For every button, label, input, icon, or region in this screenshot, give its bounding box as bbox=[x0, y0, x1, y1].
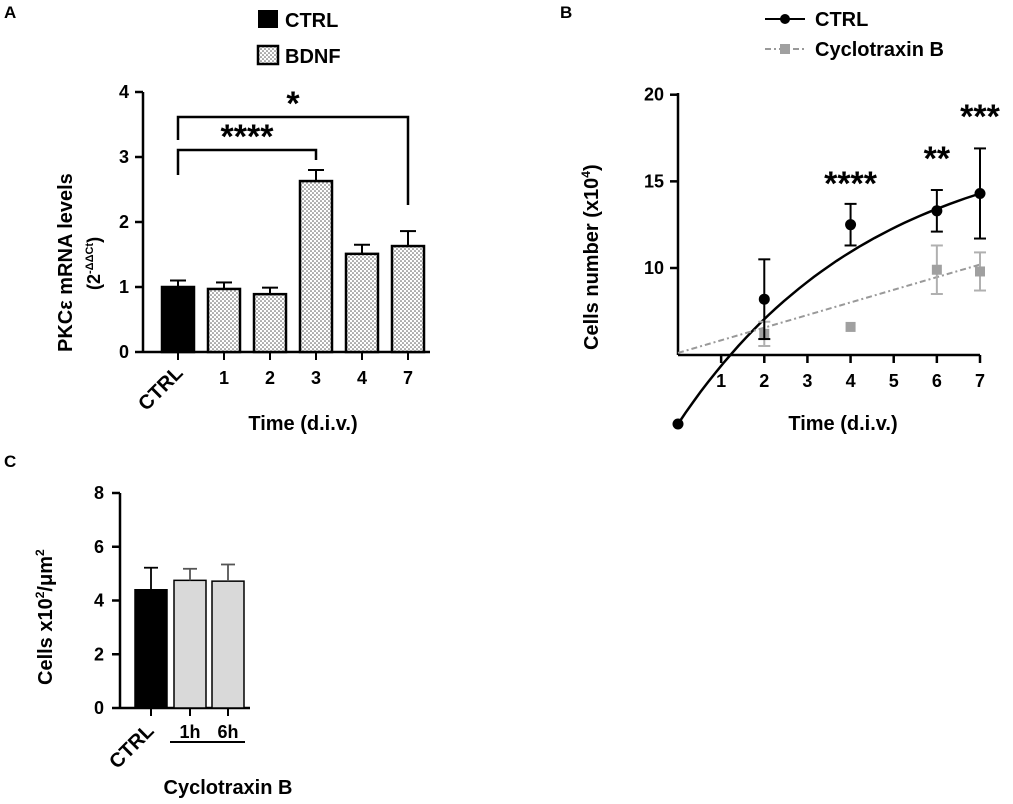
panel-a-xtick-label: CTRL bbox=[134, 362, 187, 415]
panel-c-ytick-label: 4 bbox=[94, 591, 104, 611]
bar-c-1h bbox=[173, 579, 207, 709]
panel-c-ytick-label: 8 bbox=[94, 483, 104, 503]
panel-a: A CTRL BDNF PKCε mRNA levels (2-ΔΔCt) 0 1… bbox=[4, 3, 430, 435]
panel-c-ytick-label: 6 bbox=[94, 537, 104, 557]
sig-star-day-4: **** bbox=[824, 165, 878, 203]
cyclo-point bbox=[845, 321, 856, 332]
bracket-ctrl-7 bbox=[176, 115, 410, 205]
panel-c-ytick-label: 0 bbox=[94, 698, 104, 718]
panel-a-xlabel: Time (d.i.v.) bbox=[248, 413, 357, 435]
legend-ctrl-label: CTRL bbox=[285, 10, 338, 32]
sig-star-ctrl-3: **** bbox=[221, 118, 275, 156]
panel-b-xtick-label: 2 bbox=[759, 371, 769, 391]
panel-c-ytick-label: 2 bbox=[94, 644, 104, 664]
bar-a-3 bbox=[298, 179, 334, 354]
bar-c-6h bbox=[211, 580, 245, 709]
ctrl-point bbox=[974, 187, 986, 199]
panel-b-xtick-label: 3 bbox=[802, 371, 812, 391]
cyclo-fit-line bbox=[677, 263, 981, 354]
bar-a-ctrl bbox=[160, 285, 196, 354]
panel-b-ytick-label: 10 bbox=[644, 258, 664, 278]
panel-b-xtick-label: 7 bbox=[975, 371, 985, 391]
panel-a-letter: A bbox=[4, 3, 16, 22]
panel-b-xlabel: Time (d.i.v.) bbox=[788, 413, 897, 435]
sig-star-ctrl-7: * bbox=[286, 85, 300, 123]
sig-star-day-7: *** bbox=[960, 98, 1000, 136]
legend-b-ctrl-label: CTRL bbox=[815, 9, 868, 31]
panel-b-xtick-label: 5 bbox=[889, 371, 899, 391]
panel-b-ytick-label: 15 bbox=[644, 171, 664, 191]
bar-a-4 bbox=[344, 252, 380, 354]
bar-a-2 bbox=[252, 292, 288, 354]
panel-b: B CTRL Cyclotraxin B Cells number (x104)… bbox=[560, 3, 1001, 435]
legend-cyclo-marker bbox=[780, 44, 790, 54]
panel-b-xtick-label: 1 bbox=[716, 371, 726, 391]
panel-c-xtick-label: CTRL bbox=[105, 720, 158, 773]
ctrl-fit-curve bbox=[676, 192, 981, 425]
sig-star-day-6: ** bbox=[924, 140, 951, 178]
panel-b-plot bbox=[672, 147, 986, 430]
panel-b-xtick-label: 6 bbox=[932, 371, 942, 391]
bar-c-ctrl bbox=[134, 589, 168, 709]
panel-a-significance: ***** bbox=[176, 85, 410, 205]
cyclo-point bbox=[975, 266, 985, 277]
bar-a-1 bbox=[206, 287, 242, 354]
panel-a-ytick-label: 4 bbox=[119, 82, 129, 102]
panel-b-axes: 10 15 20 1 2 3 4 5 6 7 bbox=[644, 85, 985, 391]
panel-a-ylabel-sub: (2-ΔΔCt) bbox=[84, 237, 104, 290]
panel-c-xtick-label: 6h bbox=[217, 722, 238, 742]
panel-c-xlabel: Cyclotraxin B bbox=[164, 777, 293, 799]
panel-b-significance: ********* bbox=[824, 98, 1001, 203]
panel-a-ytick-label: 3 bbox=[119, 147, 129, 167]
bracket-ctrl-3 bbox=[176, 148, 318, 175]
legend-bdnf-swatch bbox=[256, 44, 280, 66]
panel-a-legend: CTRL BDNF bbox=[256, 10, 341, 68]
panel-a-xtick-label: 4 bbox=[357, 368, 367, 388]
legend-b-cyclo-label: Cyclotraxin B bbox=[815, 39, 944, 61]
panel-a-ylabel: PKCε mRNA levels bbox=[55, 173, 77, 352]
panel-c: C Cells x102/μm2 0 2 4 6 8 CTRL 1h 6h Cyclotra… bbox=[4, 452, 292, 799]
cyclo-point bbox=[931, 264, 942, 275]
panel-c-ylabel: Cells x102/μm2 bbox=[33, 549, 57, 685]
panel-a-ytick-label: 2 bbox=[119, 212, 129, 232]
panel-a-ylabel-main: PKCε mRNA levels bbox=[55, 173, 77, 352]
legend-ctrl-marker bbox=[780, 14, 790, 24]
legend-ctrl-swatch bbox=[258, 10, 278, 28]
legend-bdnf-label: BDNF bbox=[285, 46, 341, 68]
panel-b-ytick-label: 20 bbox=[644, 85, 664, 105]
panel-a-ytick-label: 1 bbox=[119, 277, 129, 297]
panel-b-legend: CTRL Cyclotraxin B bbox=[765, 9, 944, 61]
panel-a-xtick-label: 7 bbox=[403, 368, 413, 388]
panel-a-bars: CTRL 1 2 3 4 7 bbox=[134, 169, 426, 415]
ctrl-point bbox=[931, 205, 943, 217]
panel-a-ytick-label: 0 bbox=[119, 342, 129, 362]
bar-a-7 bbox=[390, 244, 426, 354]
panel-a-xtick-label: 3 bbox=[311, 368, 321, 388]
panel-c-xtick-label: 1h bbox=[179, 722, 200, 742]
panel-a-xtick-label: 2 bbox=[265, 368, 275, 388]
panel-b-ylabel: Cells number (x104) bbox=[579, 164, 603, 350]
panel-b-letter: B bbox=[560, 3, 572, 22]
panel-a-xtick-label: 1 bbox=[219, 368, 229, 388]
panel-c-letter: C bbox=[4, 452, 16, 471]
panel-b-xtick-label: 4 bbox=[846, 371, 856, 391]
ctrl-point bbox=[758, 293, 770, 305]
ctrl-point bbox=[845, 219, 857, 231]
ctrl-point bbox=[672, 418, 684, 430]
